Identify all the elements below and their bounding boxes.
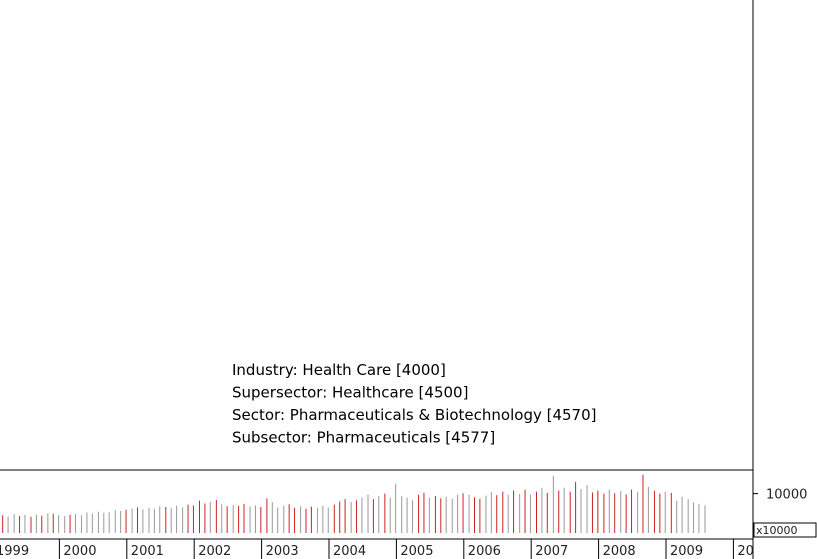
annotation-line: Subsector: Pharmaceuticals [4577] — [232, 429, 495, 447]
x-tick-label: 20 — [737, 544, 754, 559]
volume-bars — [2, 474, 706, 533]
annotation-line: Supersector: Healthcare [4500] — [232, 384, 468, 402]
chart-frame — [0, 0, 754, 559]
x-tick-label: 2005 — [400, 544, 433, 559]
x-tick-label: 2001 — [131, 544, 164, 559]
x-tick-label: 2006 — [468, 544, 501, 559]
x-tick-label: 1999 — [0, 544, 29, 559]
volume-unit-box — [753, 522, 817, 538]
volume-tick-label: 10000 — [766, 488, 807, 503]
x-tick-label: 2002 — [198, 544, 231, 559]
x-tick-label: 2003 — [266, 544, 299, 559]
x-tick-label: 2009 — [670, 544, 703, 559]
time-axis: 1999 2000 2001 2002 2003 2004 2005 2006 2007 2008… — [0, 539, 754, 559]
annotation-line: Industry: Health Care [4000] — [232, 361, 446, 379]
volume-unit-label: x10000 — [756, 524, 798, 537]
volume-axis: 10000 x10000 — [753, 488, 817, 538]
x-tick-label: 2000 — [63, 544, 96, 559]
x-tick-label: 2004 — [333, 544, 366, 559]
sector-annotations: Industry: Health Care [4000] Supersector:… — [232, 361, 597, 447]
x-tick-label: 2008 — [603, 544, 636, 559]
x-tick-label: 2007 — [535, 544, 568, 559]
annotation-line: Sector: Pharmaceuticals & Biotechnology … — [232, 406, 597, 424]
